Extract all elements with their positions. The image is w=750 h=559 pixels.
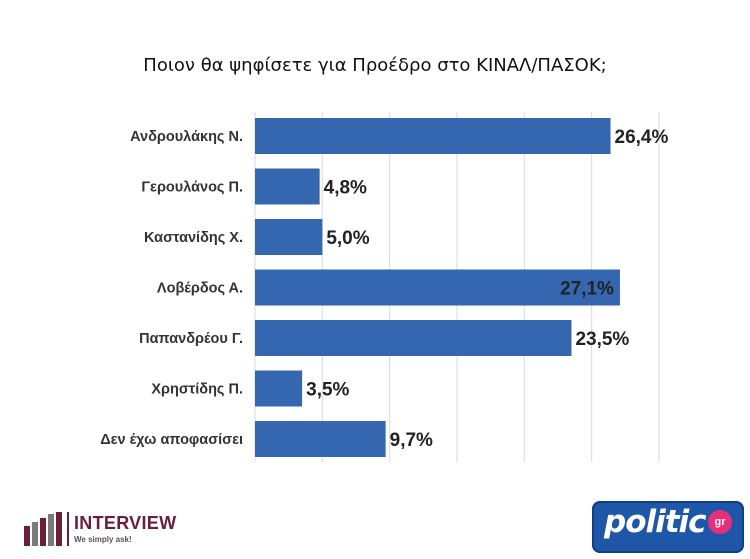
data-label: 26,4% [615, 127, 669, 148]
category-label: Δεν έχω αποφασίσει [100, 432, 243, 448]
bars [255, 118, 620, 457]
data-label: 27,1% [560, 279, 614, 300]
bar [255, 320, 572, 356]
bar [255, 370, 303, 407]
data-label: 23,5% [575, 329, 629, 350]
category-label: Λοβέρδος Α. [157, 281, 243, 297]
category-labels: Ανδρουλάκης Ν. Γερουλάνος Π. Καστανίδης Χ.… [100, 129, 243, 448]
chart-title: Ποιον θα ψηφίσετε για Προέδρο στο ΚΙΝΑΛ/… [143, 55, 607, 76]
category-label: Χρηστίδης Π. [151, 382, 243, 398]
bar [255, 421, 386, 457]
interview-logo-name: INTERVIEW [74, 513, 177, 533]
bar [255, 168, 320, 205]
politic-logo-name: politic [604, 504, 707, 540]
category-label: Γερουλάνος Π. [141, 180, 243, 196]
bar [255, 118, 611, 154]
data-label: 3,5% [306, 380, 349, 401]
politic-logo-badge: gr [708, 510, 732, 534]
interview-logo-mark-icon [24, 512, 62, 546]
category-label: Παπανδρέου Γ. [139, 331, 243, 347]
category-label: Καστανίδης Χ. [144, 230, 243, 246]
data-label: 4,8% [324, 178, 367, 199]
data-label: 9,7% [390, 430, 433, 451]
interview-logo-divider [67, 512, 69, 546]
bar [255, 219, 323, 255]
category-label: Ανδρουλάκης Ν. [130, 129, 243, 145]
value-labels: 26,4% 4,8% 5,0% 27,1% 23,5% 3,5% 9,7% [306, 127, 668, 451]
data-label: 5,0% [326, 228, 369, 249]
bar [255, 269, 620, 306]
bar-chart: Ανδρουλάκης Ν. Γερουλάνος Π. Καστανίδης Χ.… [100, 112, 668, 462]
interview-logo-tagline: We simply ask! [74, 535, 132, 544]
politic-logo: politic gr [592, 501, 744, 553]
interview-logo: INTERVIEW We simply ask! [22, 508, 192, 550]
